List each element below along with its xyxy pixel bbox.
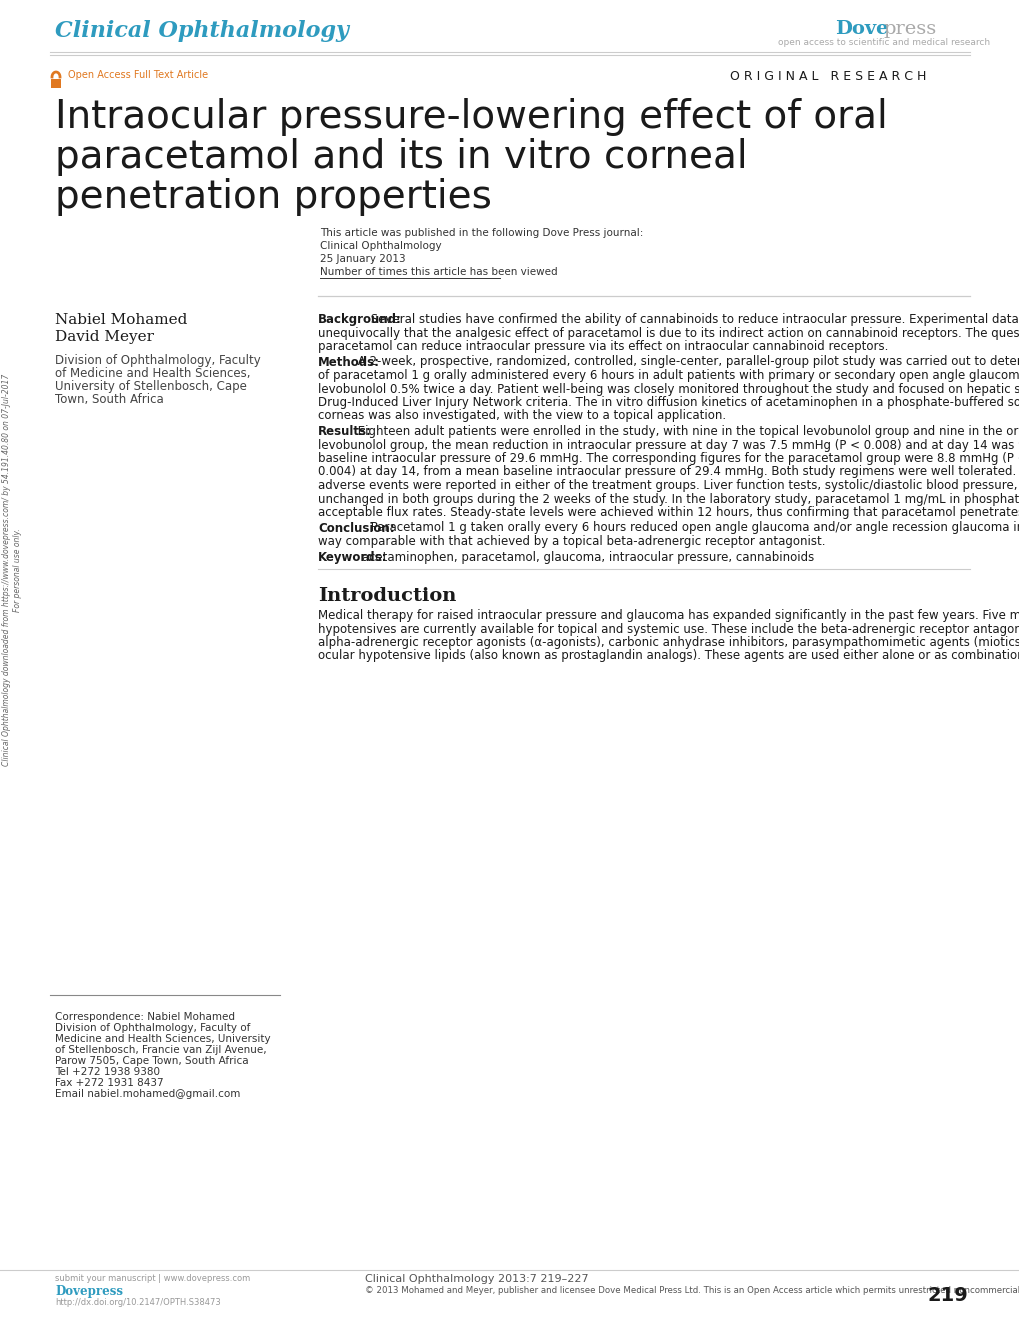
Text: paracetamol and its in vitro corneal: paracetamol and its in vitro corneal [55, 139, 747, 176]
Text: Introduction: Introduction [318, 587, 455, 605]
Text: acceptable flux rates. Steady-state levels were achieved within 12 hours, thus c: acceptable flux rates. Steady-state leve… [318, 506, 1019, 519]
Bar [51, 79, 61, 88]
Text: baseline intraocular pressure of 29.6 mmHg. The corresponding figures for the pa: baseline intraocular pressure of 29.6 mm… [318, 451, 1019, 465]
Text: http://dx.doi.org/10.2147/OPTH.S38473: http://dx.doi.org/10.2147/OPTH.S38473 [55, 1298, 220, 1307]
Text: Drug-Induced Liver Injury Network criteria. The in vitro diffusion kinetics of a: Drug-Induced Liver Injury Network criter… [318, 396, 1019, 409]
Text: Clinical Ophthalmology: Clinical Ophthalmology [55, 20, 348, 42]
Text: levobunolol group, the mean reduction in intraocular pressure at day 7 was 7.5 m: levobunolol group, the mean reduction in… [318, 438, 1019, 451]
Text: Keywords:: Keywords: [318, 550, 387, 564]
Text: of paracetamol 1 g orally administered every 6 hours in adult patients with prim: of paracetamol 1 g orally administered e… [318, 370, 1019, 381]
Text: Background:: Background: [318, 313, 401, 326]
Text: Nabiel Mohamed: Nabiel Mohamed [55, 313, 187, 327]
Text: University of Stellenbosch, Cape: University of Stellenbosch, Cape [55, 380, 247, 393]
Text: of Stellenbosch, Francie van Zijl Avenue,: of Stellenbosch, Francie van Zijl Avenue… [55, 1045, 266, 1055]
Text: way comparable with that achieved by a topical beta-adrenergic receptor antagoni: way comparable with that achieved by a t… [318, 535, 824, 548]
Text: of Medicine and Health Sciences,: of Medicine and Health Sciences, [55, 367, 251, 380]
Text: A 2-week, prospective, randomized, controlled, single-center, parallel-group pil: A 2-week, prospective, randomized, contr… [354, 355, 1019, 368]
Text: This article was published in the following Dove Press journal:: This article was published in the follow… [320, 228, 643, 238]
Text: penetration properties: penetration properties [55, 178, 491, 216]
Text: Number of times this article has been viewed: Number of times this article has been vi… [320, 267, 557, 277]
Text: Division of Ophthalmology, Faculty: Division of Ophthalmology, Faculty [55, 354, 261, 367]
Text: Dovepress: Dovepress [55, 1284, 123, 1298]
Text: 25 January 2013: 25 January 2013 [320, 253, 406, 264]
Text: press: press [882, 20, 935, 38]
Text: levobunolol 0.5% twice a day. Patient well-being was closely monitored throughou: levobunolol 0.5% twice a day. Patient we… [318, 383, 1019, 396]
Text: Several studies have confirmed the ability of cannabinoids to reduce intraocular: Several studies have confirmed the abili… [367, 313, 1019, 326]
Text: open access to scientific and medical research: open access to scientific and medical re… [777, 38, 989, 48]
Text: paracetamol can reduce intraocular pressure via its effect on intraocular cannab: paracetamol can reduce intraocular press… [318, 341, 888, 352]
Text: alpha-adrenergic receptor agonists (α-agonists), carbonic anhydrase inhibitors, : alpha-adrenergic receptor agonists (α-ag… [318, 636, 1019, 649]
Text: Eighteen adult patients were enrolled in the study, with nine in the topical lev: Eighteen adult patients were enrolled in… [354, 425, 1019, 438]
Text: corneas was also investigated, with the view to a topical application.: corneas was also investigated, with the … [318, 409, 726, 422]
Text: O R I G I N A L   R E S E A R C H: O R I G I N A L R E S E A R C H [730, 70, 925, 83]
Text: Clinical Ophthalmology: Clinical Ophthalmology [320, 242, 441, 251]
Text: Methods:: Methods: [318, 355, 380, 368]
Text: Clinical Ophthalmology 2013:7 219–227: Clinical Ophthalmology 2013:7 219–227 [365, 1274, 588, 1284]
Text: Paracetamol 1 g taken orally every 6 hours reduced open angle glaucoma and/or an: Paracetamol 1 g taken orally every 6 hou… [367, 521, 1019, 535]
Text: adverse events were reported in either of the treatment groups. Liver function t: adverse events were reported in either o… [318, 479, 1019, 492]
Text: Parow 7505, Cape Town, South Africa: Parow 7505, Cape Town, South Africa [55, 1056, 249, 1067]
Text: Intraocular pressure-lowering effect of oral: Intraocular pressure-lowering effect of … [55, 98, 887, 136]
Text: Correspondence: Nabiel Mohamed: Correspondence: Nabiel Mohamed [55, 1012, 234, 1022]
Text: 219: 219 [926, 1286, 967, 1305]
Text: Email nabiel.mohamed@gmail.com: Email nabiel.mohamed@gmail.com [55, 1089, 240, 1100]
Text: Clinical Ophthalmology downloaded from https://www.dovepress.com/ by 54.191.40.8: Clinical Ophthalmology downloaded from h… [2, 374, 21, 766]
Text: Fax +272 1931 8437: Fax +272 1931 8437 [55, 1078, 163, 1088]
Text: submit your manuscript | www.dovepress.com: submit your manuscript | www.dovepress.c… [55, 1274, 250, 1283]
Text: Division of Ophthalmology, Faculty of: Division of Ophthalmology, Faculty of [55, 1023, 250, 1034]
Text: ocular hypotensive lipids (also known as prostaglandin analogs). These agents ar: ocular hypotensive lipids (also known as… [318, 649, 1019, 663]
Text: Dove: Dove [835, 20, 888, 38]
Text: © 2013 Mohamed and Meyer, publisher and licensee Dove Medical Press Ltd. This is: © 2013 Mohamed and Meyer, publisher and … [365, 1286, 1019, 1295]
Text: Open Access Full Text Article: Open Access Full Text Article [68, 70, 208, 81]
Text: acetaminophen, paracetamol, glaucoma, intraocular pressure, cannabinoids: acetaminophen, paracetamol, glaucoma, in… [358, 550, 813, 564]
Text: Town, South Africa: Town, South Africa [55, 393, 164, 407]
Text: unchanged in both groups during the 2 weeks of the study. In the laboratory stud: unchanged in both groups during the 2 we… [318, 492, 1019, 506]
Text: Medicine and Health Sciences, University: Medicine and Health Sciences, University [55, 1034, 270, 1044]
Text: Conclusion:: Conclusion: [318, 521, 394, 535]
Text: Tel +272 1938 9380: Tel +272 1938 9380 [55, 1067, 160, 1077]
Text: hypotensives are currently available for topical and systemic use. These include: hypotensives are currently available for… [318, 623, 1019, 635]
Text: Medical therapy for raised intraocular pressure and glaucoma has expanded signif: Medical therapy for raised intraocular p… [318, 609, 1019, 622]
Text: 0.004) at day 14, from a mean baseline intraocular pressure of 29.4 mmHg. Both s: 0.004) at day 14, from a mean baseline i… [318, 466, 1019, 479]
Text: David Meyer: David Meyer [55, 330, 154, 345]
Text: Results:: Results: [318, 425, 372, 438]
Text: unequivocally that the analgesic effect of paracetamol is due to its indirect ac: unequivocally that the analgesic effect … [318, 326, 1019, 339]
